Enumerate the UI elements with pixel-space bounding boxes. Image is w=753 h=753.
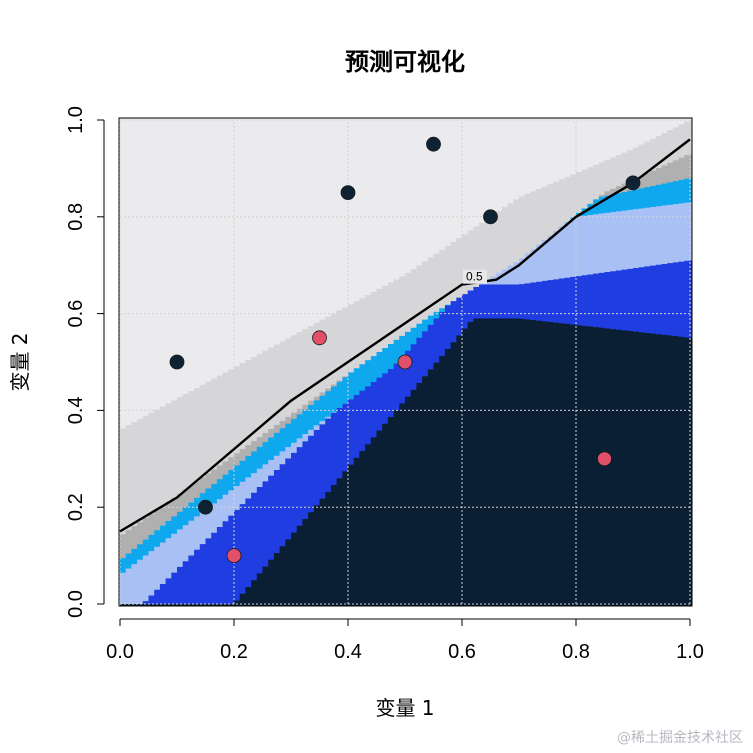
boundary-label-bg [463, 269, 487, 284]
x-tick-label: 0.2 [220, 641, 248, 663]
watermark: @稀土掘金技术社区 [617, 730, 743, 746]
boundary-label: 0.5 [466, 270, 483, 284]
chart-title: 预测可视化 [345, 48, 465, 76]
y-tick-label: 1.0 [65, 106, 87, 134]
boundary-line [119, 138, 691, 533]
data-point-series-1 [597, 451, 612, 467]
x-tick-label: 0.0 [106, 641, 134, 663]
y-tick-label: 0.6 [65, 300, 87, 328]
region-6 [120, 118, 692, 429]
x-axis: 0.0 0.2 0.4 0.6 0.8 1.0 [106, 618, 704, 663]
data-point-series-0 [483, 209, 498, 225]
y-tick-label: 0.0 [65, 590, 87, 618]
data-point-series-0 [198, 499, 213, 515]
x-tick-label: 0.8 [562, 641, 590, 663]
data-point-series-1 [397, 354, 413, 370]
x-tick-label: 1.0 [676, 641, 704, 663]
y-axis: 0.0 0.2 0.4 0.6 0.8 1.0 [65, 106, 105, 618]
x-tick-label: 0.4 [334, 641, 362, 663]
data-point-series-0 [426, 136, 441, 152]
data-point-series-1 [226, 548, 242, 563]
data-point-series-1 [312, 330, 327, 346]
y-tick-label: 0.4 [65, 396, 87, 424]
x-tick-label: 0.6 [448, 641, 476, 663]
data-point-series-0 [625, 175, 641, 191]
x-axis-label: 变量 1 [375, 696, 434, 720]
plot-frame [118, 117, 693, 607]
decision-boundary: 0.5 [119, 138, 691, 533]
y-tick-label: 0.8 [65, 203, 87, 231]
y-axis-label: 变量 2 [8, 332, 32, 391]
grid [119, 119, 691, 605]
data-point-series-0 [340, 185, 356, 201]
data-point-series-0 [169, 354, 185, 370]
data-points [169, 136, 641, 563]
y-tick-label: 0.2 [65, 493, 87, 521]
